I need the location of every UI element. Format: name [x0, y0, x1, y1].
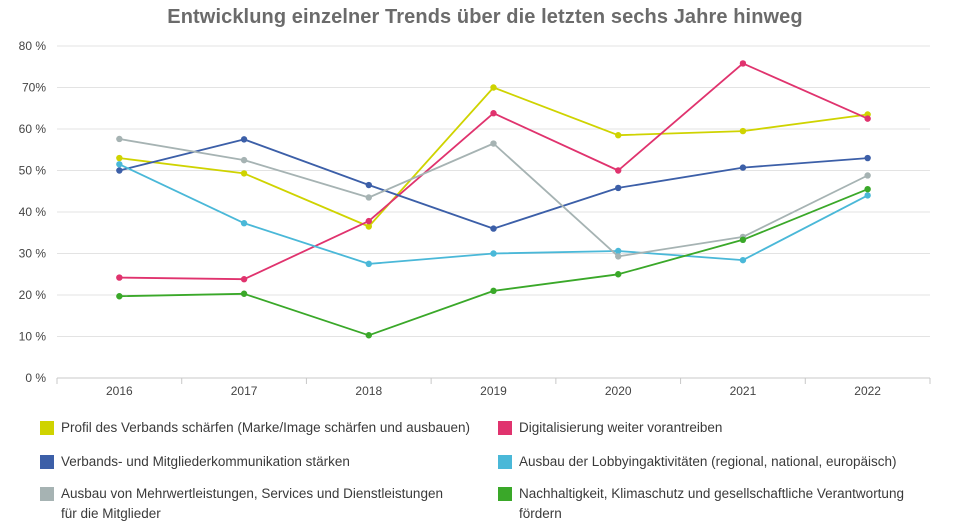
data-point [365, 223, 372, 230]
data-point [240, 276, 248, 283]
data-point [116, 293, 123, 300]
data-point [240, 170, 248, 177]
data-point [739, 164, 747, 171]
legend-swatch [40, 421, 54, 435]
legend-item-nachhaltigkeit: Nachhaltigkeit, Klimaschutz und gesellsc… [498, 484, 928, 524]
data-point [240, 136, 248, 143]
data-point [739, 236, 747, 244]
data-point [739, 60, 747, 67]
y-tick-label: 40 % [19, 205, 47, 219]
legend-swatch [40, 487, 54, 501]
x-tick-label: 2019 [480, 384, 507, 398]
legend-label: Ausbau von Mehrwertleistungen, Services … [61, 486, 443, 521]
x-tick-label: 2020 [605, 384, 632, 398]
data-point [116, 274, 123, 281]
legend-swatch [498, 421, 512, 435]
legend-label: Digitalisierung weiter vorantreiben [519, 420, 723, 435]
legend-item-digitalisierung: Digitalisierung weiter vorantreiben [498, 418, 938, 438]
series-line [119, 86, 868, 228]
x-tick-label: 2021 [730, 384, 757, 398]
data-point [365, 181, 372, 189]
data-point [365, 332, 372, 339]
series-line [119, 138, 868, 230]
data-point [490, 84, 497, 91]
data-point [116, 167, 123, 174]
data-point [864, 172, 871, 179]
series-line [119, 138, 868, 258]
data-point [490, 287, 497, 295]
data-point [615, 253, 622, 260]
legend-item-kommunikation: Verbands- und Mitgliederkommunikation st… [40, 452, 490, 472]
legend-label: Profil des Verbands schärfen (Marke/Imag… [61, 420, 470, 435]
x-tick-label: 2017 [231, 384, 258, 398]
data-point [739, 127, 747, 135]
x-axis: 2016 2017 2018 2019 2020 2021 2022 [56, 377, 931, 398]
y-tick-label: 30 % [19, 247, 47, 261]
legend-label: Verbands- und Mitgliederkommunikation st… [61, 454, 350, 469]
data-point [864, 192, 871, 199]
series-line [119, 188, 868, 337]
x-tick-label: 2018 [355, 384, 382, 398]
y-tick-label: 70% [22, 81, 46, 95]
y-tick-label: 20 % [19, 288, 47, 302]
legend-item-lobbying: Ausbau der Lobbyingaktivitäten (regional… [498, 452, 948, 472]
y-tick-label: 0 % [25, 371, 46, 385]
data-point [490, 110, 497, 117]
y-axis-labels: 0 % 10 % 20 % 30 % 40 % 50 % 60 % 70% 80 % [19, 39, 47, 385]
y-tick-label: 80 % [19, 39, 47, 53]
data-point [615, 132, 622, 139]
legend-label: Nachhaltigkeit, Klimaschutz und gesellsc… [519, 486, 904, 521]
data-point [365, 217, 372, 225]
legend-item-mehrwert: Ausbau von Mehrwertleistungen, Services … [40, 484, 460, 524]
data-point [116, 161, 123, 168]
data-point [116, 154, 123, 162]
data-point [615, 184, 622, 192]
series-points [116, 60, 871, 339]
data-point [240, 290, 248, 297]
legend-swatch [498, 487, 512, 501]
legend-item-profil: Profil des Verbands schärfen (Marke/Imag… [40, 418, 490, 438]
y-tick-label: 50 % [19, 164, 47, 178]
series-line [119, 163, 869, 265]
legend-swatch [498, 455, 512, 469]
chart-title: Entwicklung einzelner Trends über die le… [167, 6, 803, 28]
y-tick-label: 60 % [19, 122, 47, 136]
data-point [240, 156, 248, 164]
data-point [864, 154, 871, 162]
data-point [615, 247, 622, 255]
data-point [864, 185, 871, 193]
data-point [615, 271, 622, 278]
data-point [365, 194, 372, 201]
data-point [490, 140, 497, 147]
data-point [490, 225, 497, 232]
data-point [864, 115, 871, 122]
y-tick-label: 10 % [19, 330, 47, 344]
legend-label: Ausbau der Lobbyingaktivitäten (regional… [519, 454, 897, 469]
x-tick-label: 2022 [854, 384, 881, 398]
x-tick-label: 2016 [106, 384, 133, 398]
legend-swatch [40, 455, 54, 469]
data-point [739, 256, 747, 264]
data-point [240, 220, 248, 227]
data-point [365, 260, 372, 268]
data-point [615, 167, 622, 174]
data-point [116, 135, 123, 143]
line-chart: 0 %10 %20 %30 %40 %50 %60 %70%80 % 2016 2… [19, 39, 931, 398]
data-point [490, 250, 497, 257]
